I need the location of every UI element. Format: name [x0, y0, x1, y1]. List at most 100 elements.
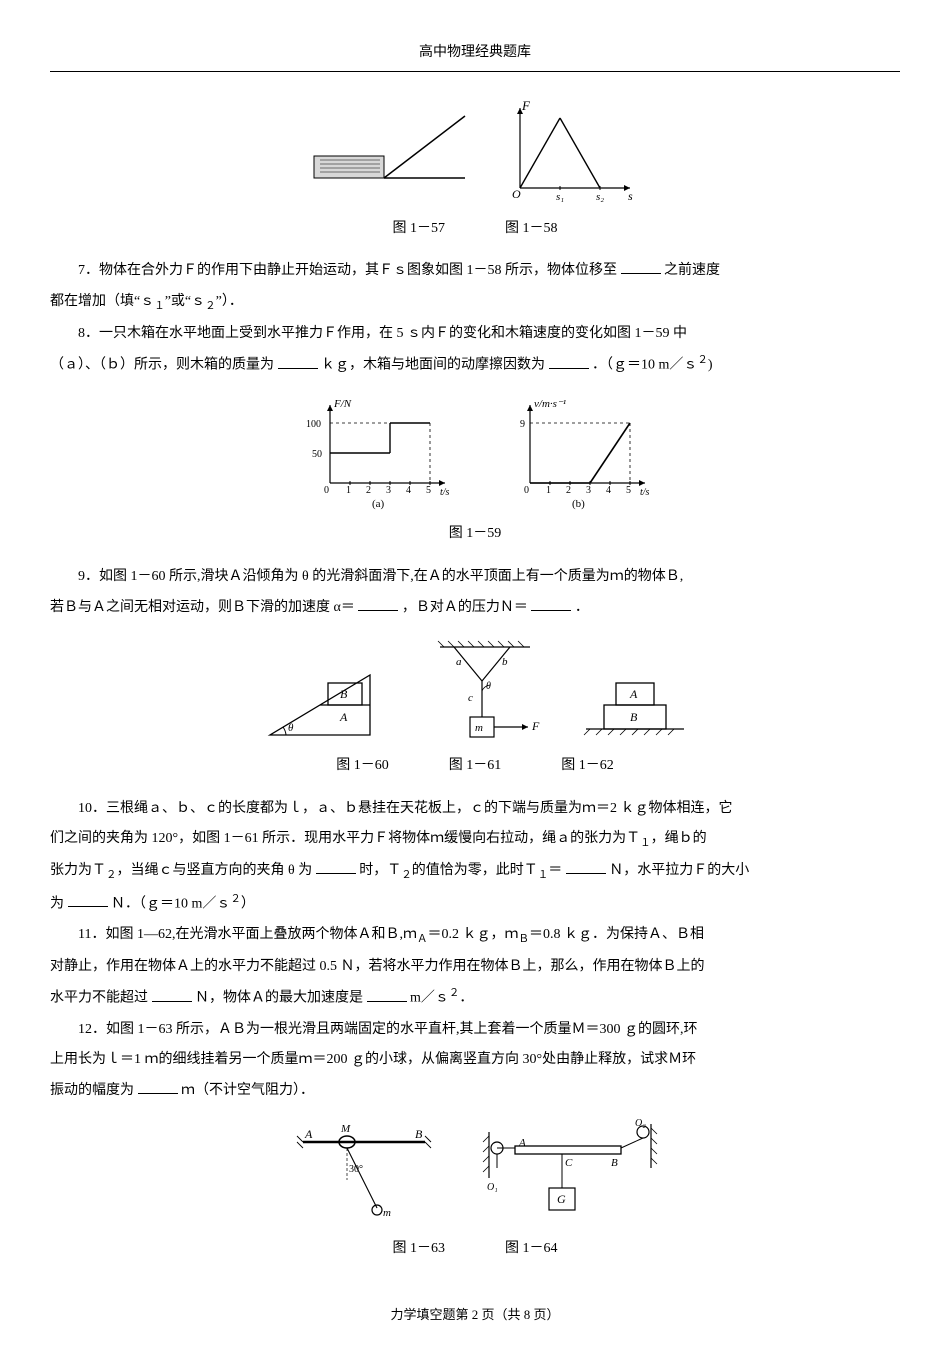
p7-sub1: １ [154, 301, 165, 312]
p10-sub-t1: １ [640, 838, 651, 849]
p7-text-e: ”）． [216, 294, 243, 309]
p11-text-b: ＝0.2 ｋｇ，ｍ [427, 927, 518, 942]
p11-text-a: 11．如图 1―62,在光滑水平面上叠放两个物体Ａ和Ｂ,ｍ [78, 927, 417, 942]
svg-text:3: 3 [386, 485, 391, 496]
p10-text-i: Ｎ，水平拉力Ｆ的大小 [609, 863, 749, 878]
p12-text-d: ｍ（不计空气阻力）． [181, 1083, 314, 1098]
svg-text:O₁: O₁ [487, 1182, 498, 1193]
p10-text-a: 10．三根绳ａ、ｂ、ｃ的长度都为ｌ，ａ、ｂ悬挂在天花板上，ｃ的下端与质量为ｍ＝2… [78, 801, 733, 816]
svg-text:B: B [630, 710, 638, 724]
svg-text:O: O [512, 187, 521, 201]
p8-text-d: ．（ｇ＝10 m／ｓ [592, 358, 697, 373]
p8-text-e: ) [708, 358, 713, 373]
p10-sub-t2: ２ [106, 870, 117, 881]
problem-12-line2: 上用长为ｌ＝1 ｍ的细线挂着另一个质量ｍ＝200 ｇ的小球，从偏离竖直方向 30… [50, 1047, 900, 1074]
svg-text:s₂: s₂ [596, 191, 604, 203]
problem-8-line2: （ａ）、（ｂ）所示，则木箱的质量为 ｋｇ，木箱与地面间的动摩擦因数为 ．（ｇ＝1… [50, 351, 900, 379]
fig-row-60-62: B A θ [50, 635, 900, 745]
svg-text:s₁: s₁ [556, 191, 564, 203]
p11-text-g: m／ｓ [410, 991, 449, 1006]
svg-text:(a): (a) [372, 498, 385, 510]
p7-sub2: ２ [205, 301, 216, 312]
problem-10: 10．三根绳ａ、ｂ、ｃ的长度都为ｌ，ａ、ｂ悬挂在天花板上，ｃ的下端与质量为ｍ＝2… [50, 796, 900, 823]
svg-text:0: 0 [324, 485, 329, 496]
fig-159a: 1 2 3 4 5 0 100 50 F/N t/s (a) [290, 393, 460, 513]
svg-text:m: m [475, 722, 483, 734]
fig-162: A B [580, 655, 690, 745]
p11-sub-a: Ａ [417, 934, 428, 945]
fig-163: A B M m 30° [285, 1118, 445, 1228]
svg-text:m: m [383, 1207, 391, 1219]
problem-9: 9．如图 1－60 所示,滑块Ａ沿倾角为 θ 的光滑斜面滑下,在Ａ的水平顶面上有… [50, 564, 900, 591]
p9-blank-2 [531, 596, 571, 611]
p7-blank-1 [621, 259, 661, 274]
p10-text-f: 时，Ｔ [359, 863, 401, 878]
p8-blank-1 [278, 354, 318, 369]
p10-text-e: ，当绳ｃ与竖直方向的夹角 θ 为 [117, 863, 313, 878]
caption-158: 图 1－58 [505, 216, 558, 243]
svg-text:c: c [468, 692, 473, 704]
svg-text:1: 1 [346, 485, 351, 496]
p11-blank-1 [152, 987, 192, 1002]
p10-text-c: ，绳ｂ的 [651, 831, 707, 846]
p7-text-a: 7．物体在合外力Ｆ的作用下由静止开始运动，其Ｆｓ图象如图 1－58 所示，物体位… [78, 263, 617, 278]
svg-text:O₂: O₂ [635, 1118, 646, 1129]
problem-9-line2: 若Ｂ与Ａ之间无相对运动，则Ｂ下滑的加速度 α＝ ，Ｂ对Ａ的压力Ｎ＝ ． [50, 595, 900, 622]
svg-text:5: 5 [426, 485, 431, 496]
problem-8: 8．一只木箱在水平地面上受到水平推力Ｆ作用，在 5 ｓ内Ｆ的变化和木箱速度的变化… [50, 321, 900, 348]
p7-text-b: 之前速度 [664, 263, 720, 278]
p9-blank-1 [358, 596, 398, 611]
svg-text:9: 9 [520, 419, 525, 430]
p12-text-a: 12．如图 1－63 所示，ＡＢ为一根光滑且两端固定的水平直杆,其上套着一个质量… [78, 1022, 698, 1037]
problem-12: 12．如图 1－63 所示，ＡＢ为一根光滑且两端固定的水平直杆,其上套着一个质量… [50, 1017, 900, 1044]
problem-11: 11．如图 1―62,在光滑水平面上叠放两个物体Ａ和Ｂ,ｍＡ＝0.2 ｋｇ，ｍＢ… [50, 922, 900, 950]
fig-159b: 1 2 3 4 5 0 9 v/m·s⁻¹ t/s (b) [490, 393, 660, 513]
svg-text:5: 5 [626, 485, 631, 496]
p7-text-c: 都在增加（填“ｓ [50, 294, 154, 309]
svg-text:4: 4 [606, 485, 611, 496]
p9-text-d: ． [575, 600, 589, 615]
problem-10-line2: 们之间的夹角为 120°，如图 1－61 所示．现用水平力Ｆ将物体ｍ缓慢向右拉动… [50, 826, 900, 854]
p9-text-a: 9．如图 1－60 所示,滑块Ａ沿倾角为 θ 的光滑斜面滑下,在Ａ的水平顶面上有… [78, 569, 683, 584]
problem-11-line2: 对静止，作用在物体Ａ上的水平力不能超过 0.5 Ｎ，若将水平力作用在物体Ｂ上，那… [50, 954, 900, 981]
p11-text-e: 水平力不能超过 [50, 991, 148, 1006]
p7-text-d: ”或“ｓ [165, 294, 205, 309]
p10-blank-1 [316, 859, 356, 874]
svg-text:A: A [629, 687, 638, 701]
svg-text:1: 1 [546, 485, 551, 496]
svg-text:4: 4 [406, 485, 411, 496]
p10-text-g: 的值恰为零，此时Ｔ [412, 863, 538, 878]
fig-157 [310, 108, 470, 208]
page-footer: 力学填空题第 2 页（共 8 页） [50, 1303, 900, 1328]
svg-text:A: A [339, 710, 348, 724]
caption-162: 图 1－62 [561, 753, 614, 780]
fig-161: m F a b c θ [420, 635, 550, 745]
problem-7-line2: 都在增加（填“ｓ１”或“ｓ２”）． [50, 289, 900, 317]
p10-text-k: Ｎ．（ｇ＝10 m／ｓ [111, 896, 230, 911]
svg-text:θ: θ [288, 722, 294, 734]
svg-text:C: C [565, 1157, 573, 1169]
p11-text-h: ． [459, 991, 473, 1006]
p8-sup: ２ [697, 355, 708, 366]
caption-163: 图 1－63 [393, 1236, 446, 1263]
svg-text:B: B [611, 1157, 618, 1169]
p10-text-b: 们之间的夹角为 120°，如图 1－61 所示．现用水平力Ｆ将物体ｍ缓慢向右拉动… [50, 831, 640, 846]
svg-text:3: 3 [586, 485, 591, 496]
svg-text:t/s: t/s [440, 487, 450, 498]
fig-row-63-64: A B M m 30° [50, 1118, 900, 1228]
fig-164: C A B O₁ O₂ G [475, 1118, 665, 1228]
p10-text-h: ＝ [548, 863, 562, 878]
p11-text-d: 对静止，作用在物体Ａ上的水平力不能超过 0.5 Ｎ，若将水平力作用在物体Ｂ上，那… [50, 959, 705, 974]
fig-row-57-58: F O s₁ s₂ s [50, 98, 900, 208]
svg-text:2: 2 [566, 485, 571, 496]
svg-text:A: A [304, 1127, 313, 1141]
p10-blank-3 [68, 892, 108, 907]
p12-blank-1 [138, 1079, 178, 1094]
svg-text:F/N: F/N [333, 398, 352, 410]
p12-text-c: 振动的幅度为 [50, 1083, 134, 1098]
svg-text:F: F [531, 719, 540, 733]
fig-158: F O s₁ s₂ s [500, 98, 640, 208]
problem-11-line3: 水平力不能超过 Ｎ，物体Ａ的最大加速度是 m／ｓ２． [50, 984, 900, 1012]
svg-text:b: b [502, 656, 508, 668]
problem-12-line3: 振动的幅度为 ｍ（不计空气阻力）． [50, 1078, 900, 1105]
